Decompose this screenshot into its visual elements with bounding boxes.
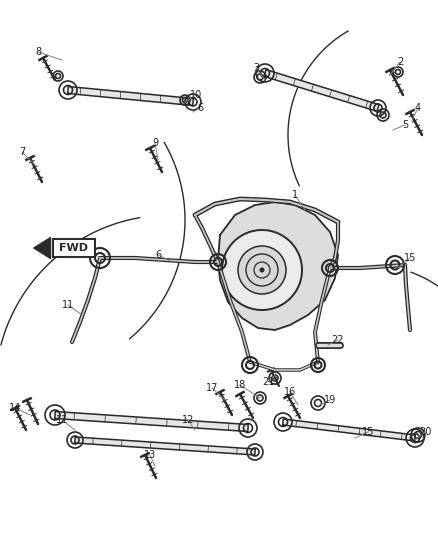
Text: 7: 7 xyxy=(19,147,25,157)
Text: 11: 11 xyxy=(56,415,68,425)
Text: 15: 15 xyxy=(404,253,416,263)
Circle shape xyxy=(222,230,302,310)
Text: 10: 10 xyxy=(190,90,202,100)
Text: 6: 6 xyxy=(197,103,203,113)
Text: 1: 1 xyxy=(292,190,298,200)
Text: 12: 12 xyxy=(182,415,194,425)
Text: 5: 5 xyxy=(402,120,408,130)
Polygon shape xyxy=(67,86,193,106)
Text: 13: 13 xyxy=(144,450,156,460)
Text: 9: 9 xyxy=(152,138,158,148)
Polygon shape xyxy=(55,411,248,432)
Circle shape xyxy=(238,246,286,294)
FancyBboxPatch shape xyxy=(53,239,95,257)
Polygon shape xyxy=(283,419,415,441)
Text: FWD: FWD xyxy=(60,243,88,253)
Text: 17: 17 xyxy=(206,383,218,393)
Text: 19: 19 xyxy=(324,395,336,405)
Polygon shape xyxy=(264,70,379,111)
Text: 22: 22 xyxy=(332,335,344,345)
Text: 4: 4 xyxy=(415,103,421,113)
Polygon shape xyxy=(75,437,255,455)
Text: 21: 21 xyxy=(262,377,274,387)
Text: 11: 11 xyxy=(62,300,74,310)
Text: 14: 14 xyxy=(9,403,21,413)
Polygon shape xyxy=(218,202,338,330)
Text: 8: 8 xyxy=(35,47,41,57)
Text: 6: 6 xyxy=(155,250,161,260)
Text: 2: 2 xyxy=(397,57,403,67)
Text: 20: 20 xyxy=(419,427,431,437)
FancyArrowPatch shape xyxy=(34,238,50,259)
Text: 15: 15 xyxy=(362,427,374,437)
Circle shape xyxy=(259,268,265,272)
Text: 3: 3 xyxy=(253,63,259,73)
Text: 18: 18 xyxy=(234,380,246,390)
Text: 16: 16 xyxy=(284,387,296,397)
